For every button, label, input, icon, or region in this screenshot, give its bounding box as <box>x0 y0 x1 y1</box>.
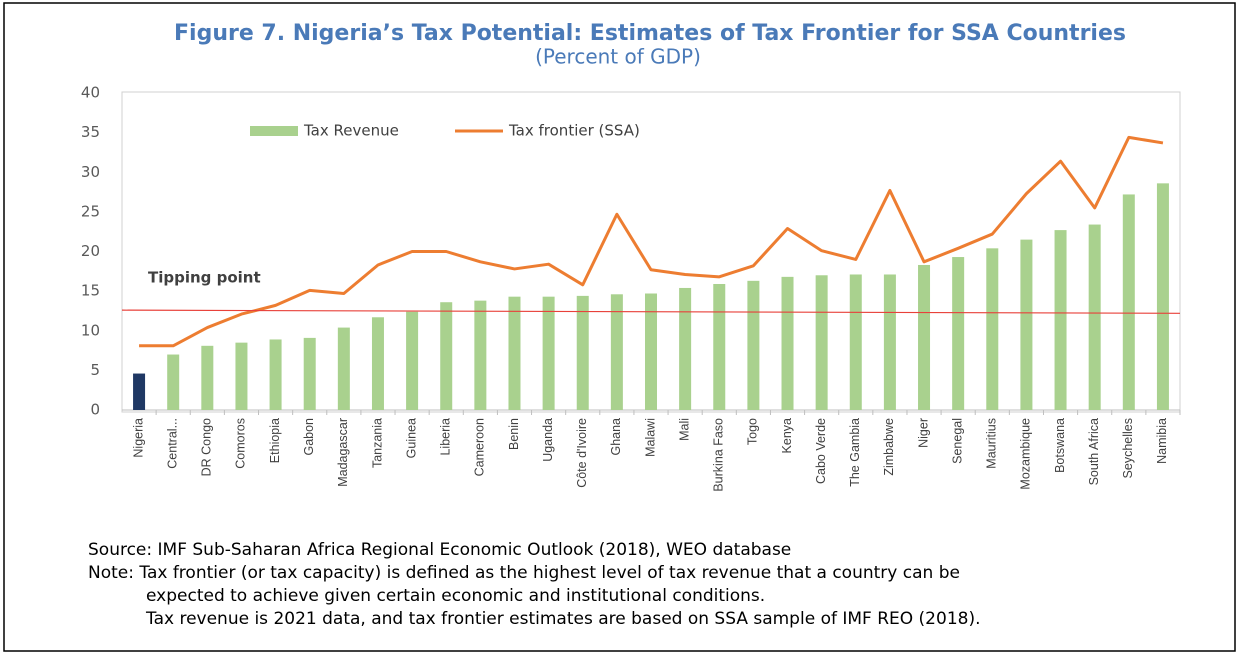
x-tick-label: Seychelles <box>1121 418 1135 478</box>
x-tick-label: Comoros <box>234 418 248 469</box>
x-tick-label: Ethiopia <box>268 418 282 463</box>
note-line: Note: Tax frontier (or tax capacity) is … <box>88 563 960 583</box>
y-tick-label: 30 <box>81 163 100 181</box>
y-tick-label: 40 <box>81 84 100 102</box>
bar <box>508 296 521 410</box>
bar <box>679 287 692 410</box>
page-border <box>3 2 1236 652</box>
note-line: expected to achieve given certain econom… <box>146 586 765 606</box>
legend-label: Tax Revenue <box>303 122 399 140</box>
x-tick-label: Gabon <box>302 418 316 456</box>
tipping-line <box>121 309 1181 314</box>
x-tick-label: Uganda <box>541 418 555 462</box>
y-tick-label: 35 <box>81 123 100 141</box>
x-tick-label: Guinea <box>404 418 418 458</box>
x-tick-label: Mozambique <box>1019 418 1033 490</box>
x-tick-label: Liberia <box>439 418 453 456</box>
x-tick-label: Côte d'Ivoire <box>575 418 589 488</box>
x-tick-label: Cabo Verde <box>814 418 828 484</box>
x-tick-label: Namibia <box>1155 418 1169 464</box>
bar <box>883 274 896 410</box>
bar <box>1122 194 1135 410</box>
bar <box>542 296 555 410</box>
x-tick-label: Ghana <box>609 418 623 456</box>
chart-subtitle: (Percent of GDP) <box>535 45 701 69</box>
x-tick-label: Burkina Faso <box>712 418 726 492</box>
x-tick-label: Benin <box>507 418 521 450</box>
bar <box>576 295 589 410</box>
x-tick-label: Mali <box>677 418 691 441</box>
x-tick-label: Central... <box>165 418 179 469</box>
bar <box>610 294 623 410</box>
bar <box>235 342 248 410</box>
bar <box>133 373 146 410</box>
plot-border <box>121 91 1181 413</box>
bar <box>952 257 965 410</box>
bar <box>815 275 828 410</box>
bar <box>849 274 862 410</box>
y-tick-label: 15 <box>81 282 100 300</box>
bar <box>303 337 316 410</box>
chart-title: Figure 7. Nigeria’s Tax Potential: Estim… <box>174 21 1126 46</box>
y-tick-label: 25 <box>81 202 100 220</box>
x-tick-label: Botswana <box>1053 418 1067 473</box>
bar <box>747 280 760 410</box>
x-tick-label: Madagascar <box>336 418 350 487</box>
bar <box>269 339 282 410</box>
legend-swatch <box>250 126 298 136</box>
bar <box>986 248 999 410</box>
source: Source: IMF Sub-Saharan Africa Regional … <box>88 540 791 560</box>
bar <box>337 327 350 410</box>
tipping-label: Tipping point <box>148 269 261 287</box>
x-tick-label: Zimbabwe <box>882 418 896 476</box>
bar <box>474 300 487 410</box>
x-tick-label: Tanzania <box>370 418 384 468</box>
bar <box>781 276 794 410</box>
line <box>139 135 1164 348</box>
bar <box>645 293 657 410</box>
y-tick-label: 5 <box>90 361 100 379</box>
bar <box>1054 230 1067 410</box>
bar <box>1020 239 1033 410</box>
x-tick-label: Cameroon <box>473 418 487 476</box>
x-tick-label: The Gambia <box>848 418 862 487</box>
y-tick-label: 20 <box>81 242 100 260</box>
x-tick-label: DR Congo <box>200 418 214 476</box>
bar <box>713 283 726 410</box>
x-tick-label: South Africa <box>1087 418 1101 485</box>
bar <box>167 354 180 410</box>
bar <box>201 345 214 410</box>
x-tick-label: Nigeria <box>131 418 145 458</box>
bar <box>1088 224 1101 410</box>
bar <box>371 317 384 410</box>
bar <box>1156 183 1169 410</box>
x-tick-label: Niger <box>916 418 930 448</box>
bar <box>406 311 419 410</box>
note-line: Tax revenue is 2021 data, and tax fronti… <box>145 609 981 629</box>
y-tick-label: 0 <box>90 401 100 419</box>
x-tick-label: Malawi <box>643 418 657 457</box>
x-tick-label: Togo <box>746 418 760 445</box>
bar <box>918 264 931 410</box>
bar <box>440 302 453 410</box>
legend-label: Tax frontier (SSA) <box>508 122 640 140</box>
x-tick-label: Kenya <box>780 418 794 453</box>
y-tick-label: 10 <box>81 321 100 339</box>
x-tick-label: Senegal <box>950 418 964 464</box>
x-tick-label: Mauritius <box>985 418 999 469</box>
